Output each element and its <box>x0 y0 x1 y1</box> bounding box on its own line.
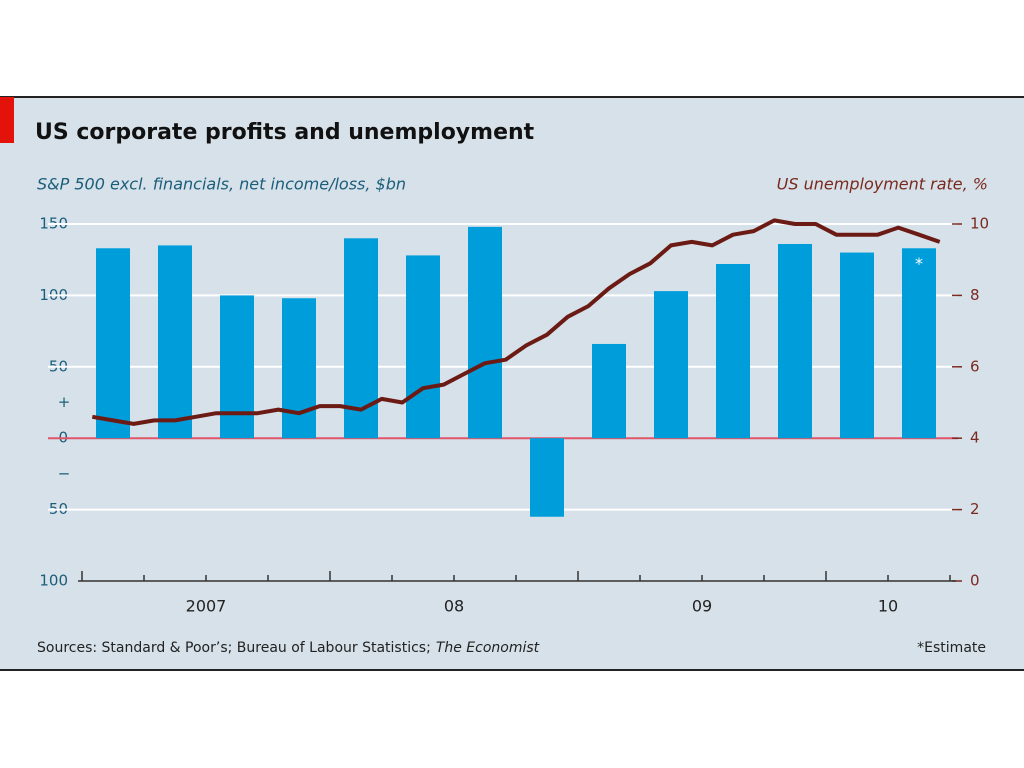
sign-label: + <box>58 393 71 411</box>
x-group-label: 08 <box>444 597 464 616</box>
footnote: *Estimate <box>917 640 986 656</box>
source-text: Sources: Standard & Poor’s; Bureau of La… <box>37 640 431 656</box>
estimate-marker: * <box>915 254 923 273</box>
y2-tick-label: 10 <box>970 215 989 233</box>
bar <box>840 252 874 439</box>
bar <box>530 438 564 517</box>
y2-tick-label: 6 <box>970 357 980 375</box>
bar <box>96 248 130 439</box>
y2-tick-label: 8 <box>970 286 980 304</box>
y-tick-label: 100 <box>39 572 68 590</box>
bar <box>902 248 936 439</box>
x-group-label: 09 <box>692 597 712 616</box>
bar <box>778 243 812 439</box>
chart-title: US corporate profits and unemployment <box>35 120 535 145</box>
bar <box>468 226 502 439</box>
x-group-label: 2007 <box>186 597 227 616</box>
bar <box>592 343 626 439</box>
sign-label: − <box>58 464 71 482</box>
unemployment-line <box>91 218 941 426</box>
bar <box>158 245 192 439</box>
bar <box>406 255 440 439</box>
bar <box>654 291 688 439</box>
x-group-label: 10 <box>878 597 898 616</box>
y2-tick-label: 0 <box>970 572 980 590</box>
y2-tick-label: 2 <box>970 500 980 518</box>
y2-axis-label: US unemployment rate, % <box>777 175 988 194</box>
bar <box>716 263 750 439</box>
y2-tick-label: 4 <box>970 429 980 447</box>
source: Sources: Standard & Poor’s; Bureau of La… <box>37 640 540 656</box>
y-axis-label: S&P 500 excl. financials, net income/los… <box>37 175 406 194</box>
red-tab <box>0 97 14 143</box>
source-emphasis: The Economist <box>436 640 540 656</box>
bar <box>220 295 254 439</box>
bar <box>282 298 316 439</box>
